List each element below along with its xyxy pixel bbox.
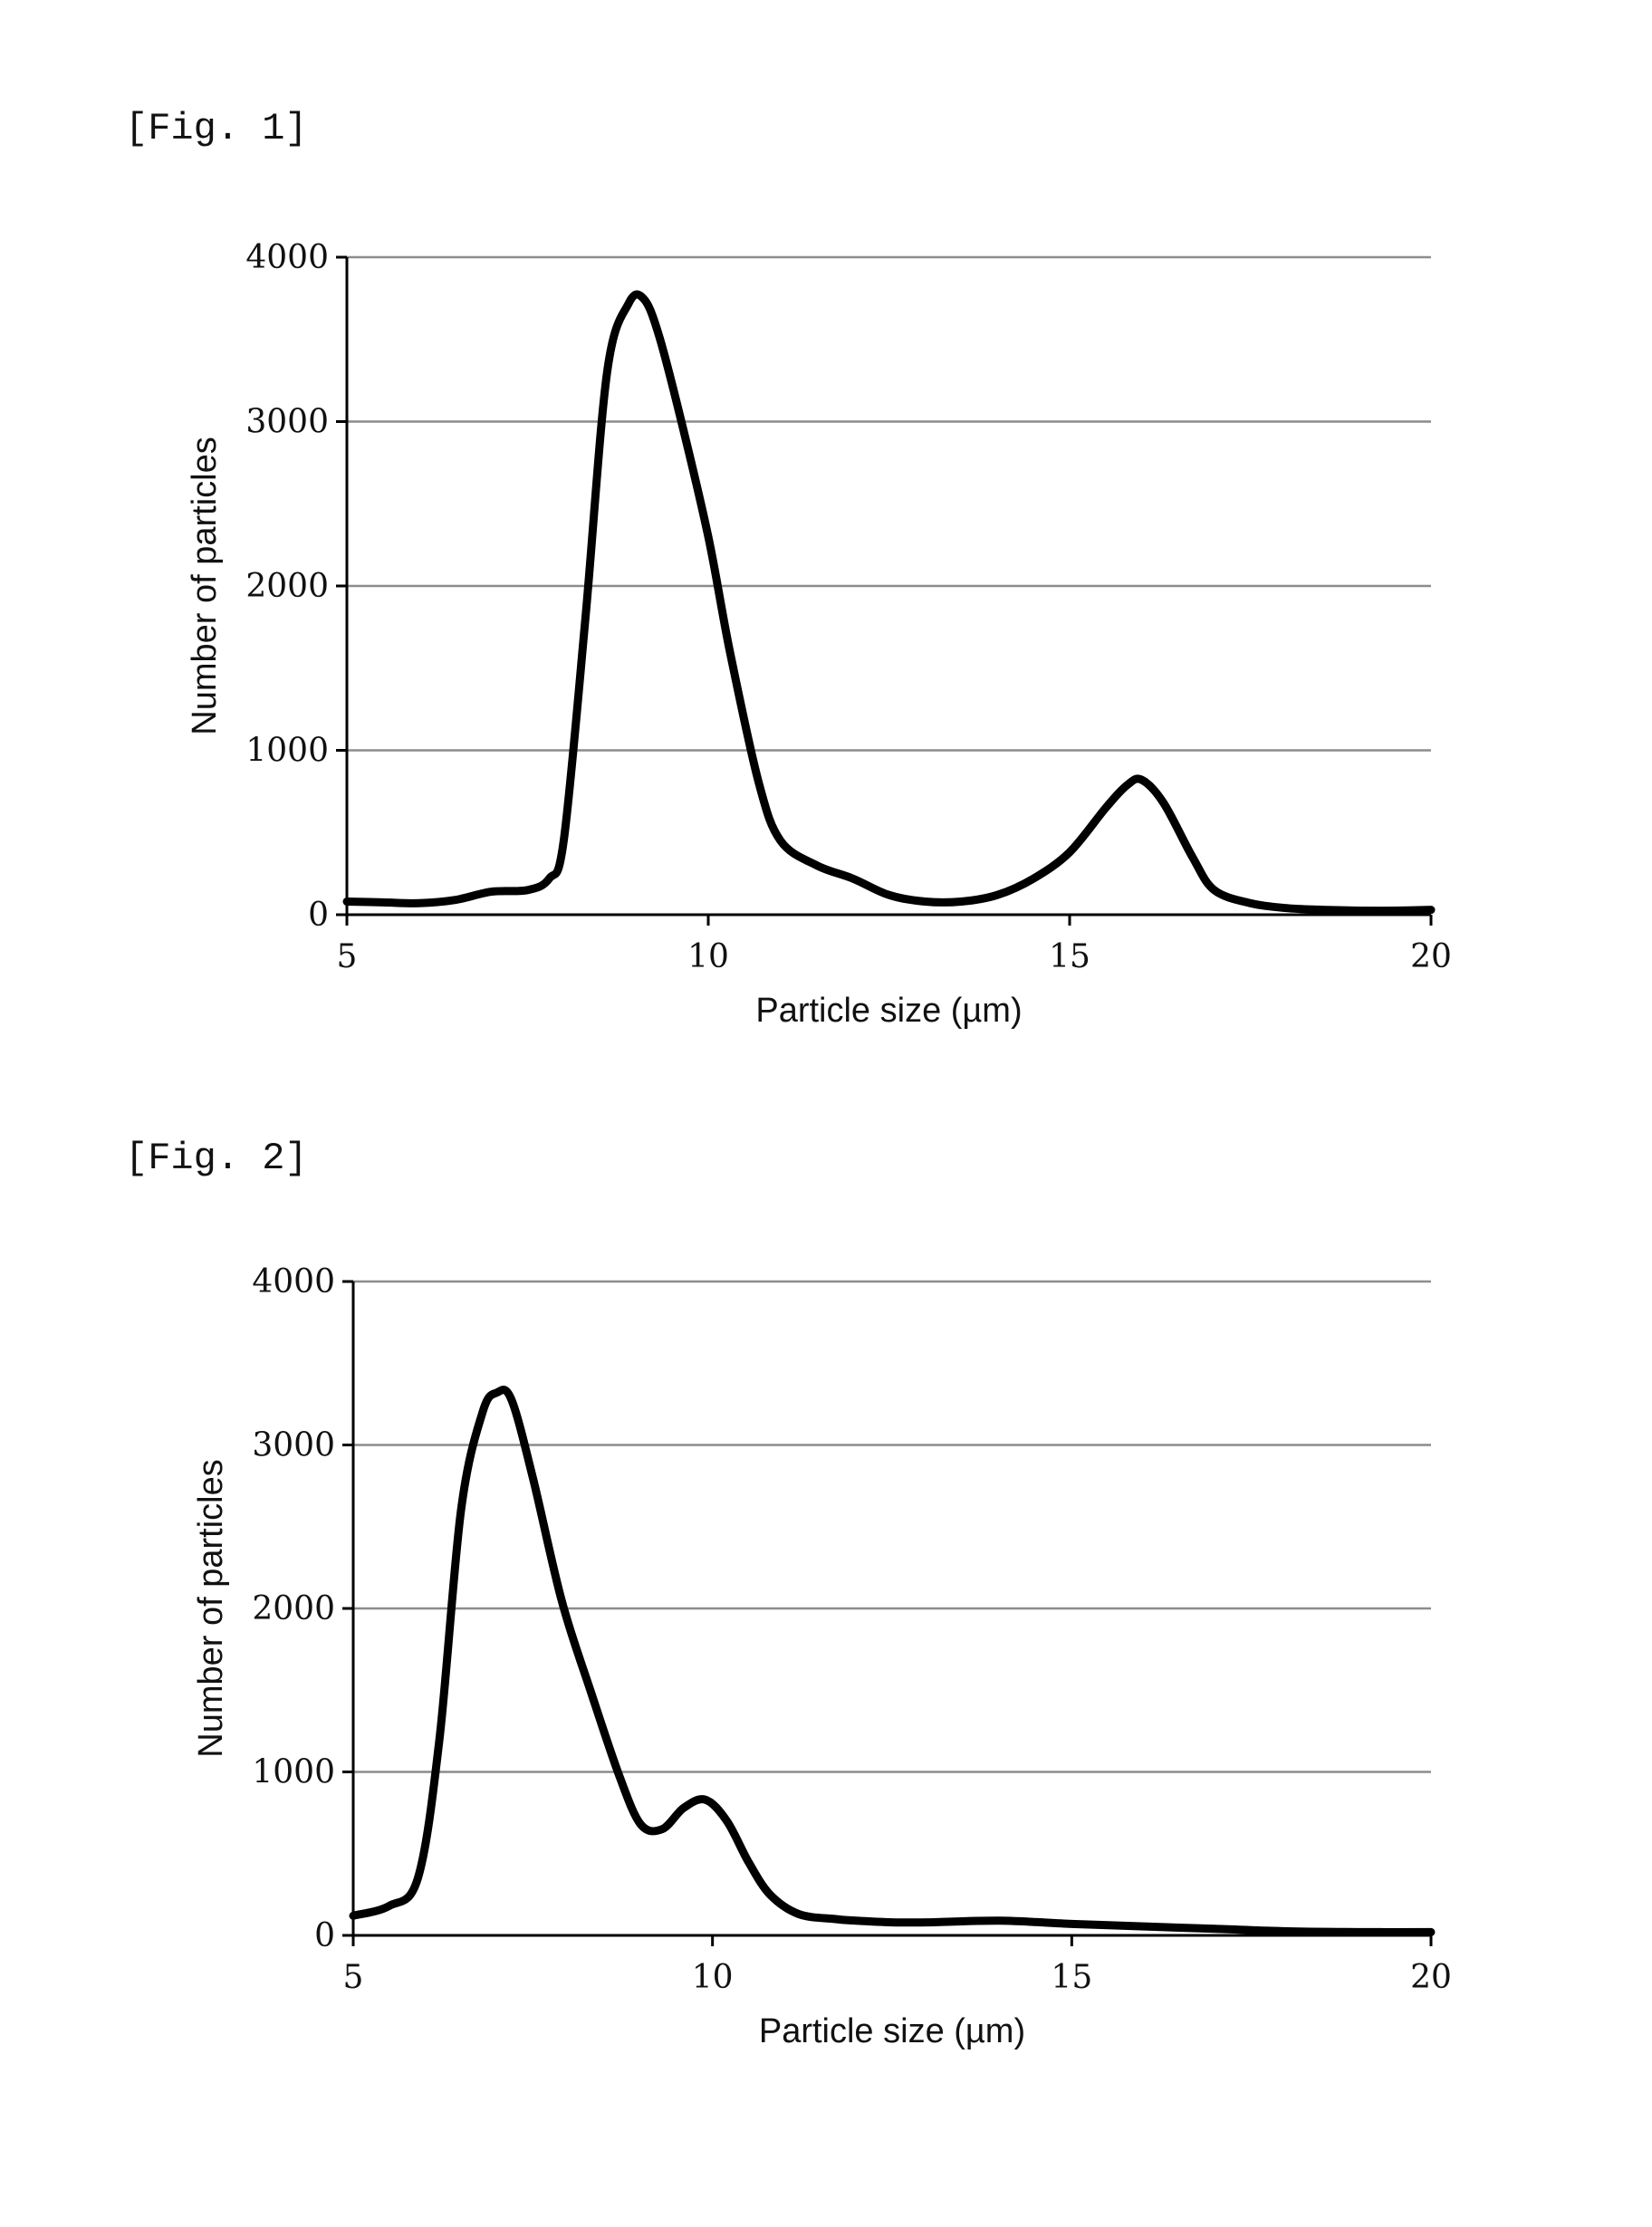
- fig2-x-tick-label: 10: [692, 1959, 734, 1996]
- fig2-y-tick-label: 4000: [252, 1263, 335, 1301]
- fig2-y-tick-label: 1000: [252, 1754, 335, 1791]
- fig2-y-axis-title: Number of particles: [192, 1459, 230, 1757]
- fig2-x-tick-label: 20: [1410, 1959, 1452, 1996]
- fig2-y-tick-label: 0: [314, 1917, 335, 1954]
- fig2-x-tick-label: 5: [343, 1959, 364, 1996]
- fig2-series-line-1: [353, 1390, 1431, 1933]
- fig2-x-tick-label: 15: [1051, 1959, 1092, 1996]
- chart-figure-2: 0 1000 2000 3000 4000 5 10 15 20 Particle size (µ…: [0, 0, 1652, 2227]
- fig2-y-tick-label: 3000: [252, 1427, 335, 1464]
- fig2-x-axis-title: Particle size (µm): [759, 2012, 1025, 2050]
- fig2-y-tick-label: 2000: [252, 1590, 335, 1627]
